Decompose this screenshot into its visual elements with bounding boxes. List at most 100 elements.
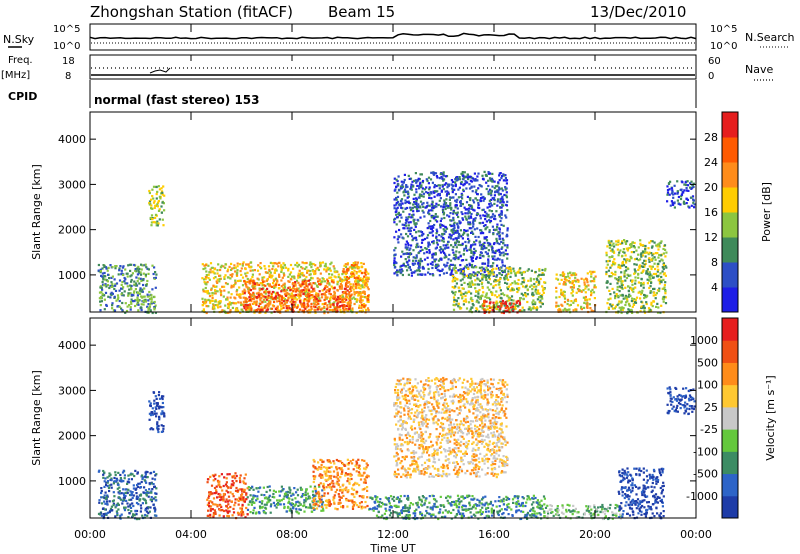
- data-cell-0-5: [498, 215, 501, 218]
- data-cell-0-9: [637, 281, 640, 284]
- data-cell-0-9: [654, 272, 658, 276]
- data-cell-0-9: [615, 293, 618, 296]
- data-cell-0-9: [627, 303, 631, 306]
- data-cell-0-4: [346, 263, 349, 266]
- data-cell-0-8: [560, 303, 563, 306]
- data-cell-0-0: [107, 266, 110, 269]
- data-cell-0-5: [468, 211, 471, 214]
- data-cell-0-6: [517, 270, 520, 273]
- data-cell-0-2: [333, 301, 336, 304]
- data-cell-0-2: [253, 286, 256, 289]
- data-cell-0-2: [356, 280, 359, 283]
- data-cell-0-5: [442, 209, 445, 212]
- data-cell-1-0: [130, 493, 133, 496]
- data-cell-0-2: [211, 299, 214, 302]
- data-cell-0-7: [499, 307, 502, 310]
- data-cell-0-3: [292, 284, 295, 287]
- data-cell-0-5: [470, 250, 473, 253]
- data-cell-0-5: [464, 265, 467, 268]
- data-cell-1-0: [108, 472, 111, 475]
- data-cell-0-5: [483, 197, 486, 200]
- data-cell-0-2: [216, 290, 219, 293]
- data-cell-0-5: [455, 204, 458, 207]
- data-cell-0-8: [572, 284, 575, 287]
- data-cell-0-5: [443, 205, 446, 209]
- data-cell-0-6: [542, 291, 545, 294]
- data-cell-0-6: [486, 269, 489, 273]
- data-cell-1-0: [146, 471, 149, 474]
- data-cell-0-5: [487, 244, 490, 247]
- data-cell-0-2: [262, 309, 265, 312]
- data-cell-0-3: [248, 303, 251, 306]
- data-cell-0-5: [410, 244, 413, 247]
- data-cell-0-3: [293, 288, 296, 291]
- data-cell-0-8: [593, 297, 596, 300]
- data-cell-0-9: [640, 291, 644, 294]
- data-cell-0-3: [274, 298, 277, 301]
- data-cell-0-5: [421, 209, 424, 212]
- data-cell-0-5: [487, 213, 490, 216]
- data-cell-0-5: [413, 193, 416, 196]
- data-cell-0-9: [641, 270, 644, 273]
- data-cell-0-10: [690, 180, 693, 183]
- data-cell-0-6: [523, 309, 526, 312]
- data-cell-0-2: [283, 286, 287, 289]
- data-cell-0-0: [124, 302, 127, 305]
- data-cell-0-5: [457, 257, 460, 261]
- data-cell-0-8: [580, 277, 583, 280]
- data-cell-0-1: [155, 193, 158, 196]
- data-cell-0-5: [487, 258, 490, 261]
- data-cell-1-0: [128, 512, 131, 515]
- data-cell-0-5: [419, 186, 422, 189]
- noise-tick-high-left: 10^5: [53, 24, 80, 35]
- data-cell-0-5: [404, 199, 407, 202]
- data-cell-0-0: [100, 286, 103, 289]
- data-cell-0-6: [523, 279, 526, 282]
- data-cell-0-2: [316, 301, 319, 304]
- data-cell-0-0: [108, 277, 111, 280]
- data-cell-0-0: [125, 309, 129, 313]
- data-cell-0-5: [471, 256, 474, 259]
- data-cell-0-6: [491, 293, 494, 296]
- data-cell-0-0: [128, 288, 131, 291]
- data-cell-1-1: [158, 391, 161, 394]
- data-cell-0-5: [438, 239, 441, 242]
- date-label: 13/Dec/2010: [590, 3, 686, 21]
- data-cell-0-2: [273, 286, 276, 289]
- data-cell-0-2: [283, 274, 286, 277]
- data-cell-0-6: [485, 278, 488, 281]
- data-cell-0-3: [331, 309, 334, 312]
- data-cell-0-5: [413, 200, 416, 204]
- data-cell-0-3: [313, 289, 316, 292]
- data-cell-0-4: [363, 304, 366, 307]
- data-cell-0-3: [270, 296, 273, 299]
- data-cell-1-0: [103, 485, 106, 488]
- data-cell-0-1: [150, 214, 154, 217]
- data-cell-0-5: [452, 211, 455, 214]
- data-cell-0-2: [323, 310, 326, 313]
- data-cell-0-0: [105, 285, 108, 288]
- data-cell-1-0: [105, 481, 108, 484]
- data-cell-0-9: [654, 293, 657, 297]
- data-cell-0-2: [244, 272, 247, 275]
- data-cell-0-2: [335, 270, 338, 273]
- data-cell-0-9: [649, 291, 652, 294]
- data-cell-1-1: [152, 391, 156, 394]
- data-cell-1-2: [225, 504, 228, 508]
- data-cell-0-5: [393, 249, 396, 252]
- data-cell-0-2: [287, 297, 290, 300]
- data-cell-0-5: [491, 248, 494, 251]
- data-cell-0-5: [440, 247, 443, 250]
- data-cell-1-2: [207, 496, 210, 499]
- data-cell-0-5: [400, 198, 404, 201]
- data-cell-0-1: [153, 200, 156, 203]
- data-cell-0-9: [620, 311, 623, 314]
- data-cell-0-9: [664, 302, 668, 305]
- data-cell-0-2: [210, 287, 213, 290]
- data-cell-0-2: [224, 282, 228, 285]
- data-cell-0-5: [407, 174, 410, 177]
- data-cell-0-5: [420, 273, 423, 276]
- data-cell-1-0: [108, 484, 111, 487]
- data-cell-0-2: [342, 295, 345, 298]
- data-cell-0-1: [148, 189, 151, 193]
